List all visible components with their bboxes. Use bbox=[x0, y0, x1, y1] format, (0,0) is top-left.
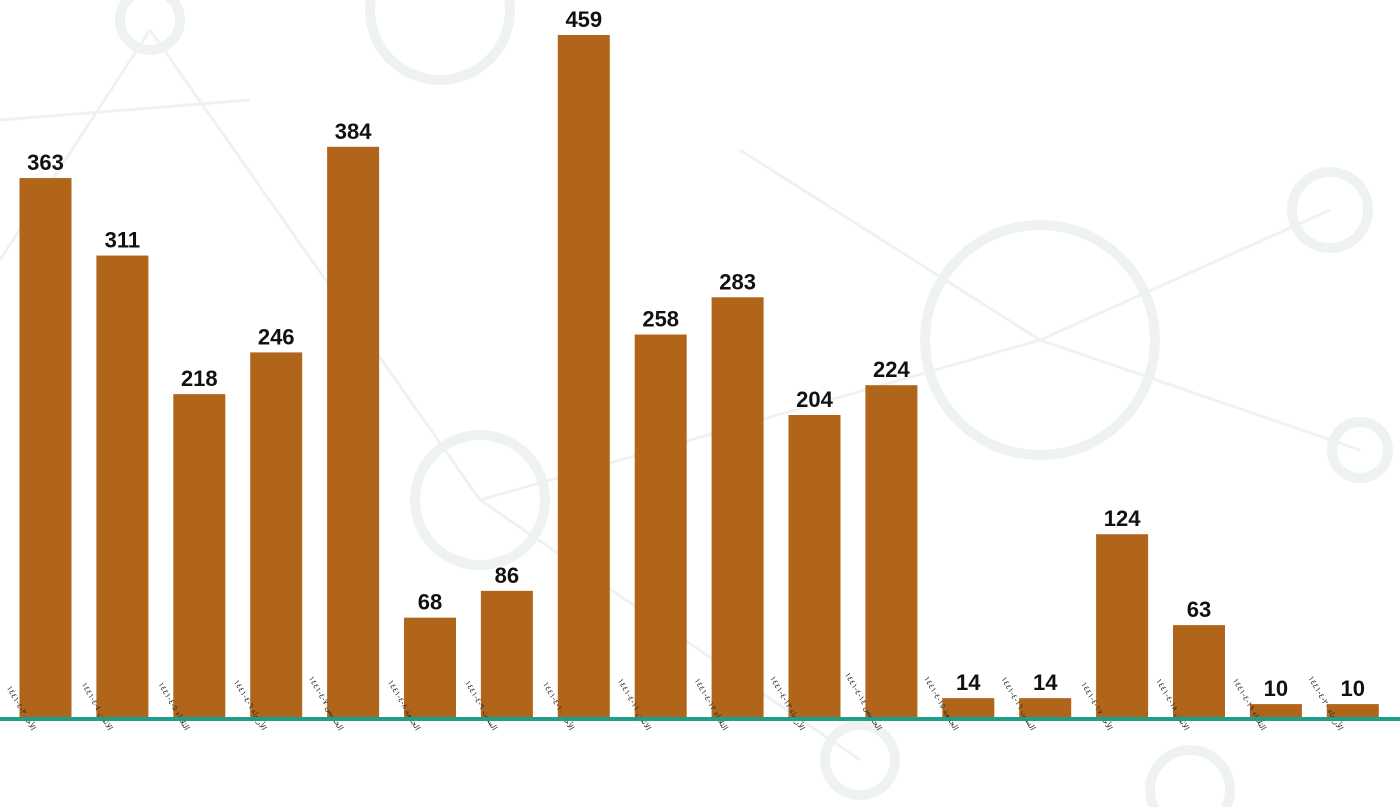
value-label: 14 bbox=[1033, 670, 1058, 695]
bar bbox=[250, 352, 302, 719]
value-label: 363 bbox=[27, 150, 64, 175]
value-label: 224 bbox=[873, 357, 910, 382]
value-label: 218 bbox=[181, 366, 218, 391]
bar bbox=[1173, 625, 1225, 719]
value-label: 10 bbox=[1341, 676, 1365, 701]
value-label: 63 bbox=[1187, 597, 1211, 622]
bar bbox=[635, 335, 687, 719]
chart: 363الأحد ٣-٤-١٤٤١311الاثنين ٤-٤-١٤٤١218ا… bbox=[0, 0, 1400, 807]
value-label: 124 bbox=[1104, 506, 1141, 531]
value-label: 384 bbox=[335, 119, 372, 144]
bar bbox=[173, 394, 225, 719]
bar bbox=[327, 147, 379, 719]
bar bbox=[558, 35, 610, 719]
value-label: 68 bbox=[418, 590, 442, 615]
bar bbox=[404, 618, 456, 719]
value-label: 459 bbox=[565, 7, 602, 32]
value-label: 246 bbox=[258, 324, 295, 349]
bar bbox=[20, 178, 72, 719]
bar bbox=[481, 591, 533, 719]
bar bbox=[96, 256, 148, 719]
value-label: 14 bbox=[956, 670, 981, 695]
value-label: 10 bbox=[1264, 676, 1288, 701]
bar bbox=[865, 385, 917, 719]
value-label: 311 bbox=[105, 228, 141, 253]
value-label: 283 bbox=[719, 269, 756, 294]
bar bbox=[712, 297, 764, 719]
bar bbox=[1096, 534, 1148, 719]
bar bbox=[789, 415, 841, 719]
value-label: 204 bbox=[796, 387, 833, 412]
value-label: 258 bbox=[642, 307, 679, 332]
value-label: 86 bbox=[495, 563, 519, 588]
